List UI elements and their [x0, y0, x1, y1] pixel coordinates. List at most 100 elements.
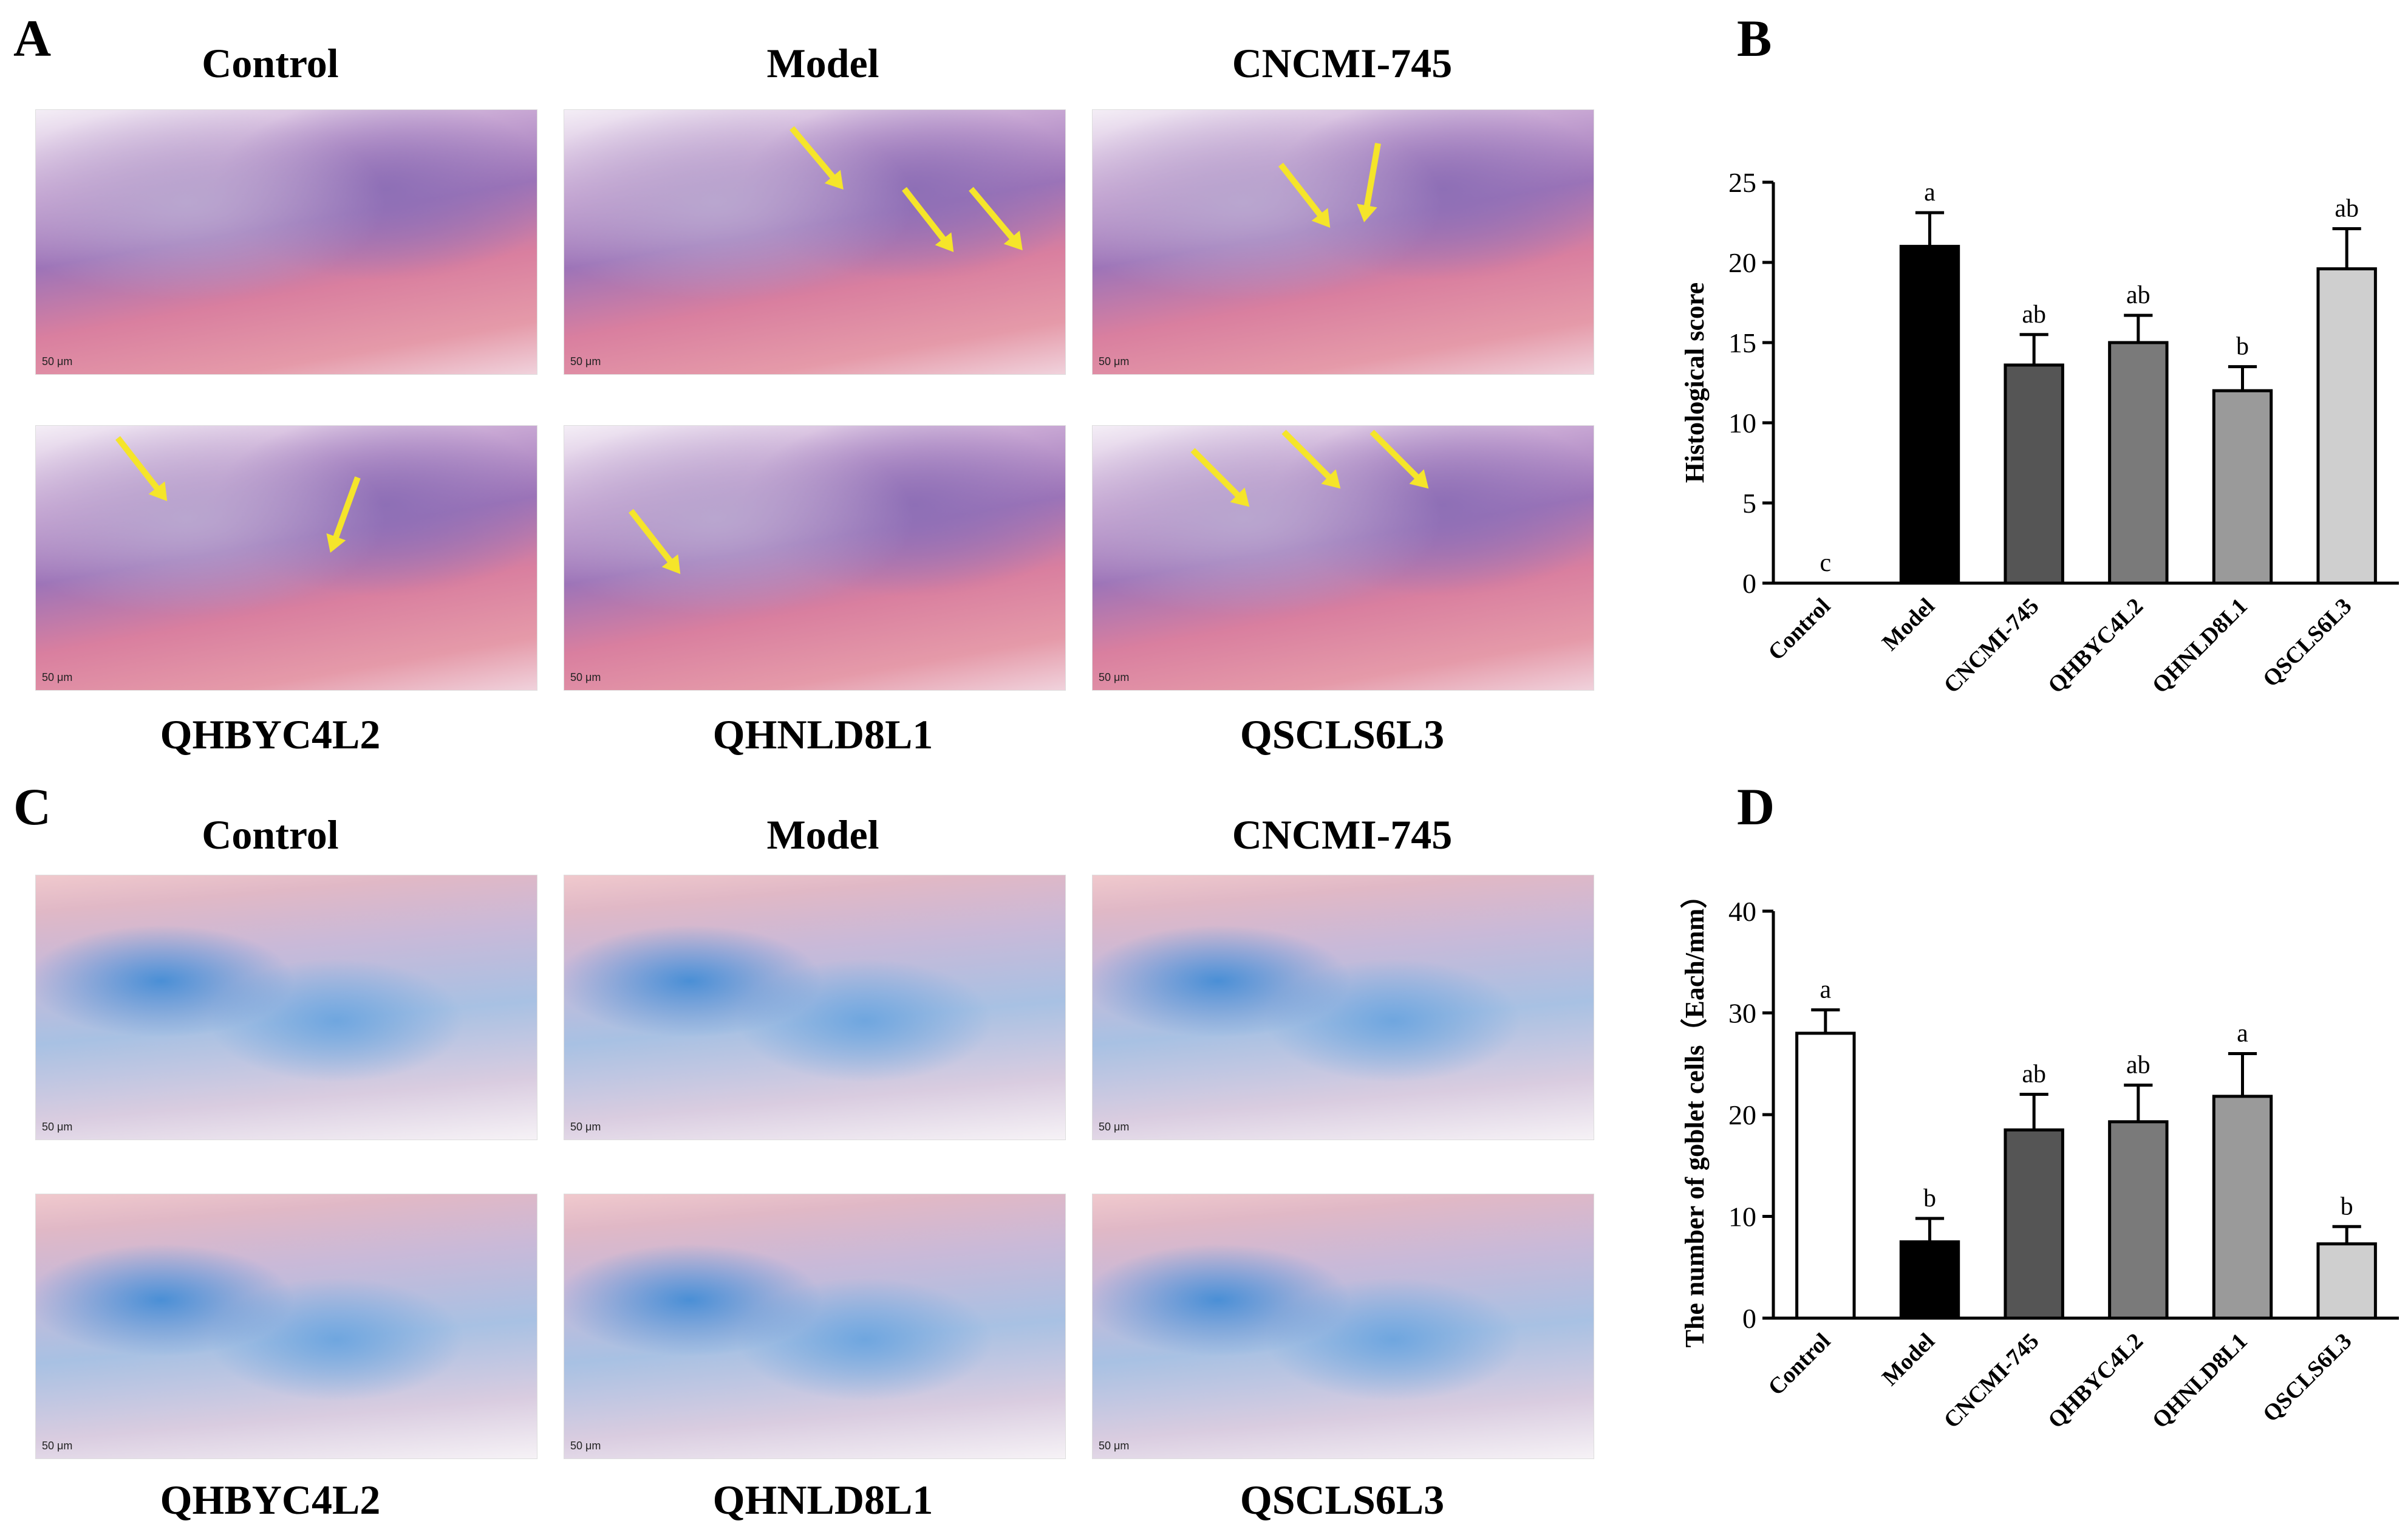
scale-bar: 50 μm [1099, 1440, 1130, 1452]
x-tick-label: Model [1877, 593, 1940, 656]
y-axis-label: Histological score [1680, 282, 1710, 483]
x-tick-label: Model [1877, 1328, 1940, 1391]
x-tick-label: QSCLS6L3 [2258, 1328, 2357, 1427]
scale-bar: 50 μm [570, 1440, 601, 1452]
y-tick-label: 15 [1728, 327, 1756, 358]
ab-image-control: 50 μm [35, 875, 537, 1140]
scale-bar: 50 μm [42, 1440, 73, 1452]
y-tick-label: 0 [1742, 1303, 1756, 1334]
y-tick-label: 0 [1742, 568, 1756, 599]
ab-image-qscls6l3: 50 μm [1092, 1194, 1594, 1459]
y-tick-label: 20 [1728, 1099, 1756, 1130]
x-tick-label: QHNLD8L1 [2147, 593, 2253, 699]
panel-letter-d: D [1737, 778, 1775, 836]
significance-label: a [1924, 179, 1936, 207]
bar [2108, 1120, 2169, 1320]
he-image-control: 50 μm [35, 109, 537, 375]
panel-letter-a: A [13, 9, 52, 67]
y-tick-label: 40 [1728, 896, 1756, 927]
significance-label: b [1923, 1185, 1936, 1212]
significance-label: b [2236, 333, 2249, 361]
bar [1899, 245, 1960, 585]
label-c-control: Control [202, 812, 339, 858]
he-image-qhbyc4l2: 50 μm [35, 425, 537, 691]
bar [2004, 1128, 2064, 1320]
bar [2316, 267, 2377, 585]
label-a-model: Model [766, 40, 879, 86]
scale-bar: 50 μm [42, 671, 73, 683]
x-tick-label: QHBYC4L2 [2043, 1328, 2148, 1434]
significance-label: b [2341, 1192, 2353, 1220]
bar [2004, 363, 2064, 585]
yellow-arrow-icon [629, 508, 675, 566]
yellow-arrow-icon [1278, 162, 1325, 219]
x-tick-label: Control [1763, 1328, 1835, 1401]
significance-label: a [2237, 1020, 2248, 1048]
bar [1899, 1240, 1960, 1320]
yellow-arrow-icon [1369, 429, 1422, 482]
scale-bar: 50 μm [1099, 355, 1130, 368]
goblet-cells-chart: 0 10 20 30 40 The number of goblet cells（Each… [1680, 882, 2399, 1434]
scale-bar: 50 μm [42, 1121, 73, 1133]
scale-bar: 50 μm [1099, 671, 1130, 683]
x-tick-label: QSCLS6L3 [2258, 593, 2357, 692]
label-c-model: Model [766, 812, 879, 858]
label-c-qhbyc4l2: QHBYC4L2 [160, 1477, 381, 1523]
significance-label: ab [2126, 1051, 2150, 1079]
significance-label: c [1820, 549, 1832, 577]
bar [2108, 341, 2169, 585]
yellow-arrow-icon [902, 186, 948, 244]
y-tick-label: 10 [1728, 408, 1756, 439]
y-tick-label: 25 [1728, 167, 1756, 198]
yellow-arrow-icon [1363, 143, 1381, 210]
label-a-cncmi745: CNCMI-745 [1232, 40, 1453, 86]
scale-bar: 50 μm [1099, 1121, 1130, 1133]
label-a-control: Control [202, 40, 339, 86]
ab-image-qhbyc4l2: 50 μm [35, 1194, 537, 1459]
yellow-arrow-icon [332, 476, 361, 542]
yellow-arrow-icon [115, 436, 162, 493]
bar [2316, 1242, 2377, 1320]
significance-label: a [1820, 976, 1832, 1003]
label-c-qscls6l3: QSCLS6L3 [1240, 1477, 1445, 1523]
label-a-qhbyc4l2: QHBYC4L2 [160, 711, 381, 757]
significance-label: ab [2126, 281, 2150, 309]
significance-label: ab [2335, 195, 2359, 223]
x-tick-label: CNCMI-745 [1939, 593, 2044, 699]
y-tick-label: 20 [1728, 247, 1756, 278]
he-image-cncmi745: 50 μm [1092, 109, 1594, 375]
y-tick-label: 5 [1742, 488, 1756, 519]
x-tick-label: QHBYC4L2 [2043, 593, 2148, 699]
scale-bar: 50 μm [42, 355, 73, 368]
y-tick-label: 10 [1728, 1202, 1756, 1232]
ab-image-qhnld8l1: 50 μm [564, 1194, 1066, 1459]
y-tick-label: 30 [1728, 998, 1756, 1029]
label-c-cncmi745: CNCMI-745 [1232, 812, 1453, 858]
x-tick-label: Control [1763, 593, 1835, 666]
he-image-qscls6l3: 50 μm [1092, 425, 1594, 691]
panel-letter-c: C [13, 778, 52, 836]
scale-bar: 50 μm [570, 671, 601, 683]
x-tick-label: CNCMI-745 [1939, 1328, 2044, 1434]
yellow-arrow-icon [969, 186, 1017, 242]
y-axis-label: The number of goblet cells（Each/mm） [1680, 882, 1710, 1348]
label-a-qscls6l3: QSCLS6L3 [1240, 711, 1445, 757]
scale-bar: 50 μm [570, 355, 601, 368]
bar [2212, 389, 2273, 585]
x-tick-label: QHNLD8L1 [2147, 1328, 2253, 1434]
histological-score-chart: 0 5 10 15 20 25 Histological score c Control a Mod… [1680, 167, 2399, 699]
ab-image-cncmi745: 50 μm [1092, 875, 1594, 1140]
yellow-arrow-icon [1190, 448, 1243, 500]
ab-image-model: 50 μm [564, 875, 1066, 1140]
yellow-arrow-icon [790, 126, 837, 182]
scale-bar: 50 μm [570, 1121, 601, 1133]
bar [2212, 1095, 2273, 1320]
he-image-model: 50 μm [564, 109, 1066, 375]
yellow-arrow-icon [1281, 429, 1334, 482]
label-a-qhnld8l1: QHNLD8L1 [712, 711, 933, 757]
bar [1795, 1031, 1856, 1320]
significance-label: ab [2022, 301, 2046, 329]
he-image-qhnld8l1: 50 μm [564, 425, 1066, 691]
label-c-qhnld8l1: QHNLD8L1 [712, 1477, 933, 1523]
significance-label: ab [2022, 1061, 2046, 1089]
